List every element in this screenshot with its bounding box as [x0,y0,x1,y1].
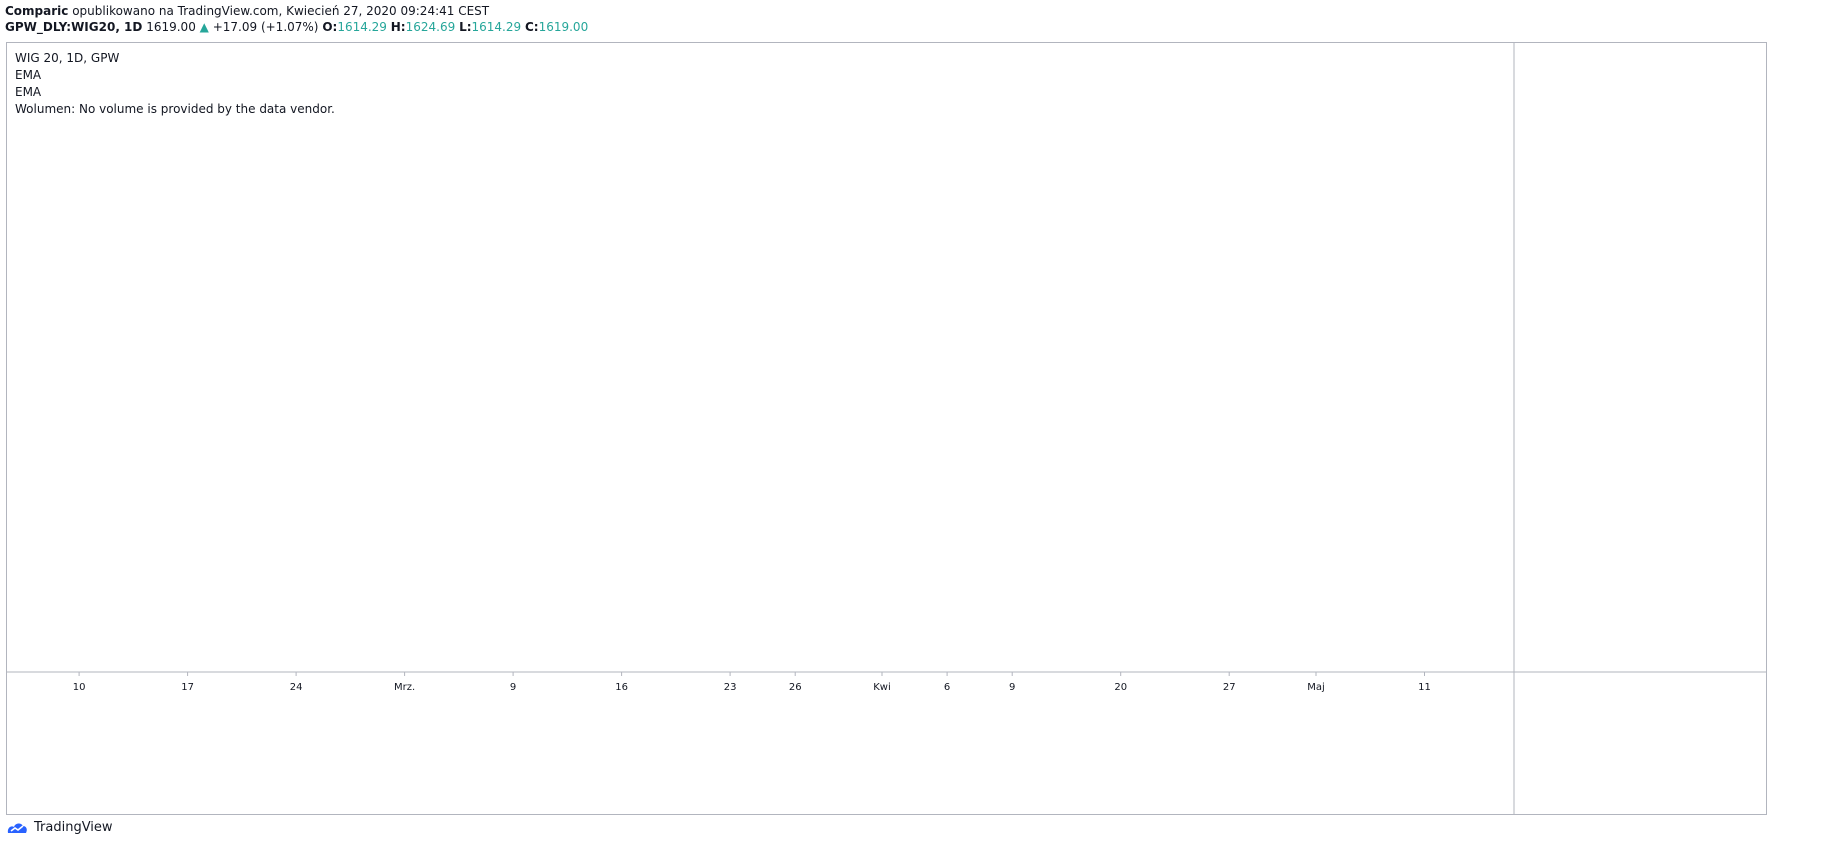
publish-info: opublikowano na TradingView.com, Kwiecie… [72,4,490,18]
time-tick-label: 26 [789,682,802,693]
time-tick-label: 23 [724,682,737,693]
time-tick-label: 24 [290,682,303,693]
time-tick-label: 20 [1114,682,1127,693]
close-label: C: [524,20,539,34]
chart-legend: WIG 20, 1D, GPW EMA EMA Wolumen: No volu… [15,50,335,118]
legend-ema-fast: EMA [15,68,42,82]
symbol-line: GPW_DLY:WIG20, 1D 1619.00 ▲ +17.09 (+1.0… [5,19,588,35]
high-value: 1624.69 [405,20,456,34]
low-value: 1614.29 [471,20,522,34]
open-value: 1614.29 [337,20,387,34]
time-tick-label: 9 [510,682,516,693]
time-tick-label: 16 [615,682,628,693]
low-label: L: [459,20,472,34]
chart-frame[interactable] [6,42,1767,815]
open-label: O: [322,20,338,34]
tradingview-brand: TradingView [34,820,113,835]
time-tick-label: Maj [1307,682,1325,693]
time-tick-label: 6 [944,682,950,693]
chart-header: Comparic opublikowano na TradingView.com… [5,3,588,35]
time-tick-label: Mrz. [394,682,415,693]
legend-ema-slow: EMA [15,85,42,99]
price-axis: 1200.001250.001300.001350.001400.001450.… [1513,42,1515,814]
time-tick-label: 11 [1418,682,1431,693]
time-axis: 10 17 24 Mrz. 9 16 23 26 Kwi 6 9 20 27 Maj 11 [6,671,1766,693]
time-tick-label: 27 [1223,682,1236,693]
time-tick-label: Kwi [873,682,891,693]
last-price-text: 1619.00 [146,20,196,34]
time-tick-label: 9 [1009,682,1015,693]
tradingview-logo-icon [7,822,27,833]
tradingview-footer[interactable]: TradingView [6,820,113,835]
symbol-name: GPW_DLY:WIG20, 1D [5,20,143,34]
time-tick-label: 17 [181,682,194,693]
high-label: H: [390,20,406,34]
time-tick-label: 10 [73,682,86,693]
close-value: 1619.00 [538,20,589,34]
change-text: +17.09 (+1.07%) [212,20,319,34]
author-name[interactable]: Comparic [5,4,69,18]
legend-title: WIG 20, 1D, GPW [15,51,120,65]
publish-line: Comparic opublikowano na TradingView.com… [5,3,588,19]
legend-volume: Wolumen: No volume is provided by the da… [15,102,335,116]
up-arrow-icon: ▲ [199,20,209,34]
